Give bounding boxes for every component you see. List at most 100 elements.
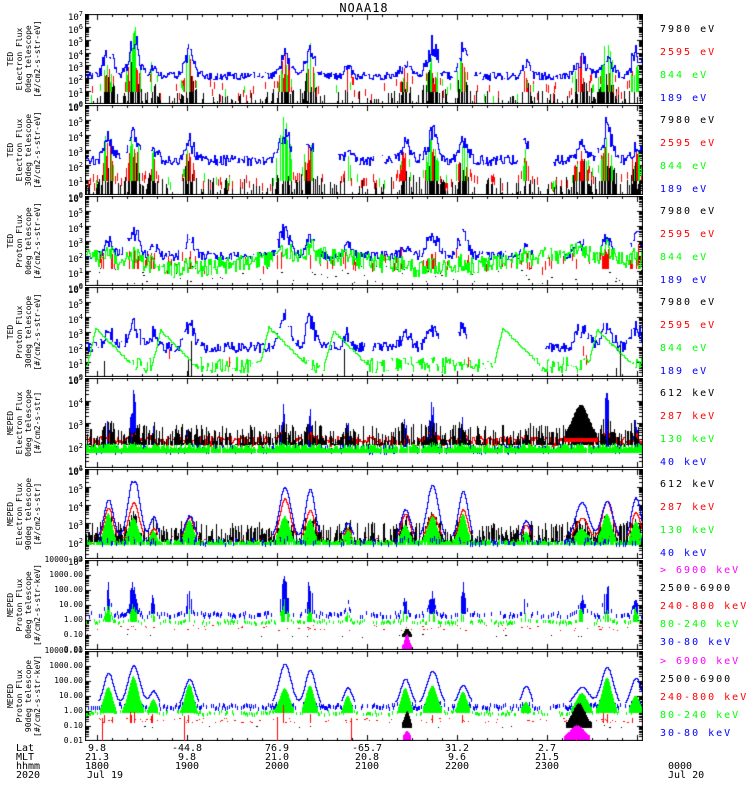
footer-hhmm-value: 1800 (84, 761, 110, 772)
y-tick-label: 104 (67, 222, 83, 235)
footer-mlt-value: 20.8 (354, 752, 380, 763)
y-tick-label: 103 (67, 237, 83, 250)
panel-plot-ted-proton-30deg (85, 287, 643, 377)
legend-entry-612-keV: 612 keV (660, 388, 717, 399)
panel-ylabel-line: Proton Flux (15, 305, 24, 359)
panel-ylabel-ted-electron-0deg: TED Electron Flux 0deg telescope [#/cm2-s-s… (6, 13, 42, 105)
legend-entry--6900-keV: > 6900 keV (660, 565, 741, 576)
y-tick-label: 106 (67, 465, 83, 478)
y-tick-label: 101 (67, 176, 83, 189)
footer-lat-value: 9.8 (87, 743, 107, 754)
footer-mlt-value: 21.3 (84, 752, 110, 763)
legend-entry-40-keV: 40 keV (660, 457, 709, 468)
panel-ylabel-line: Proton Flux (15, 578, 24, 632)
footer-mlt-value: 9.6 (447, 752, 467, 763)
footer-row-label-2020: 2020 (16, 770, 41, 781)
panel-ylabel-line: MEPED (6, 592, 15, 618)
y-tick-label: 0.10 (63, 721, 83, 730)
y-tick-label: 105 (67, 35, 83, 49)
legend-entry-189-eV: 189 eV (660, 366, 709, 377)
legend-entry-2595-eV: 2595 eV (660, 47, 717, 58)
panel-ylabel-line: Electron Flux (15, 482, 24, 546)
legend-entry-240-800-keV: 240-800 keV (660, 601, 749, 612)
footer-hhmm-value: 2200 (444, 761, 470, 772)
y-tick-label: 102 (67, 74, 83, 88)
panel-ylabel-line: Proton Flux (15, 669, 24, 723)
y-tick-label: 102 (67, 343, 83, 356)
y-tick-label: 106 (67, 101, 83, 114)
y-tick-label: 106 (67, 192, 83, 205)
y-tick-label: 104 (67, 313, 83, 326)
panel-ylabel-line: Electron Flux (15, 118, 24, 182)
y-tick-label: 10000.00 (44, 646, 83, 655)
y-tick-label: 103 (67, 519, 83, 532)
legend-entry-7980-eV: 7980 eV (660, 297, 717, 308)
footer-lat-value: -65.7 (351, 743, 383, 754)
panel-ylabel-line: Proton Flux (15, 214, 24, 268)
panel-ylabel-ted-electron-30deg: TED Electron Flux 30deg telescope [#/cm2-s-… (6, 104, 42, 196)
panel-plot-meped-proton-90deg (85, 651, 643, 741)
legend-entry--6900-keV: > 6900 keV (660, 656, 741, 667)
y-tick-label: 103 (67, 146, 83, 159)
panel-ylabel-line: TED (6, 51, 15, 67)
y-tick-label: 106 (67, 283, 83, 296)
panel-ylabel-meped-proton-90deg: MEPED Proton Flux 90deg telescope [#/cm2-s-… (6, 650, 42, 742)
legend-entry-2500-6900: 2500-6900 (660, 674, 733, 685)
y-tick-label: 10000.00 (44, 555, 83, 564)
legend-entry-40-keV: 40 keV (660, 548, 709, 559)
panel-plot-meped-proton-0deg (85, 560, 643, 650)
legend-entry-844-eV: 844 eV (660, 161, 709, 172)
legend-entry-189-eV: 189 eV (660, 93, 709, 104)
panel-plot-ted-electron-30deg (85, 105, 643, 195)
y-tick-label: 106 (67, 22, 83, 36)
y-tick-label: 105 (67, 483, 83, 496)
panel-ylabel-line: 0deg telescope (24, 25, 33, 93)
panel-ylabel-line: 0deg telescope (24, 389, 33, 457)
panel-ylabel-line: TED (6, 233, 15, 249)
panel-ylabel-line: 90deg telescope (24, 659, 33, 733)
legend-entry-287-keV: 287 keV (660, 502, 717, 513)
legend-entry-30-80-keV: 30-80 keV (660, 637, 733, 648)
footer-hhmm-value: 2000 (264, 761, 290, 772)
y-tick-label: 102 (67, 441, 83, 455)
y-tick-label: 103 (67, 419, 83, 432)
panel-ylabel-line: 30deg telescope (24, 113, 33, 187)
y-tick-label: 103 (67, 328, 83, 341)
legend-entry-30-80-keV: 30-80 keV (660, 728, 733, 739)
y-tick-label: 1000.00 (49, 570, 83, 579)
y-tick-label: 105 (67, 207, 83, 220)
panel-ylabel-line: Electron Flux (15, 391, 24, 455)
y-tick-label: 100 (67, 191, 83, 204)
y-tick-label: 101 (67, 555, 83, 568)
panel-ylabel-line: 0deg telescope (24, 207, 33, 275)
y-tick-label: 0.01 (63, 645, 83, 654)
y-tick-label: 0.10 (63, 630, 83, 639)
footer-mlt-value: 21.5 (534, 752, 560, 763)
panel-ylabel-line: 90deg telescope (24, 477, 33, 551)
y-tick-label: 102 (67, 252, 83, 265)
y-tick-label: 102 (67, 161, 83, 174)
legend-entry-2595-eV: 2595 eV (660, 320, 717, 331)
legend-entry-2595-eV: 2595 eV (660, 138, 717, 149)
panel-ylabel-line: 30deg telescope (24, 295, 33, 369)
footer-row-label-mlt: MLT (16, 752, 35, 763)
y-tick-label: 101 (67, 87, 83, 101)
legend-entry-80-240-keV: 80-240 keV (660, 710, 741, 721)
footer-lat-value: -44.8 (171, 743, 203, 754)
panel-plot-meped-electron-0deg (85, 378, 643, 468)
panel-ylabel-meped-electron-0deg: MEPED Electron Flux 0deg telescope [#/cm2-s… (6, 377, 42, 469)
panel-ylabel-line: Electron Flux (15, 27, 24, 91)
legend-entry-844-eV: 844 eV (660, 343, 709, 354)
plot-title: NOAA18 (339, 1, 389, 15)
y-tick-label: 104 (67, 501, 83, 514)
footer-row-label-hhmm: hhmm (16, 761, 41, 772)
y-tick-label: 10.00 (58, 691, 83, 700)
y-tick-label: 104 (67, 48, 83, 62)
footer-mlt-value: 9.8 (177, 752, 197, 763)
legend-entry-80-240-keV: 80-240 keV (660, 619, 741, 630)
panel-ylabel-meped-proton-0deg: MEPED Proton Flux 0deg telescope [#/cm2-s-s… (6, 559, 42, 651)
legend-entry-612-keV: 612 keV (660, 479, 717, 490)
legend-entry-7980-eV: 7980 eV (660, 206, 717, 217)
footer-hhmm-value: 2100 (354, 761, 380, 772)
